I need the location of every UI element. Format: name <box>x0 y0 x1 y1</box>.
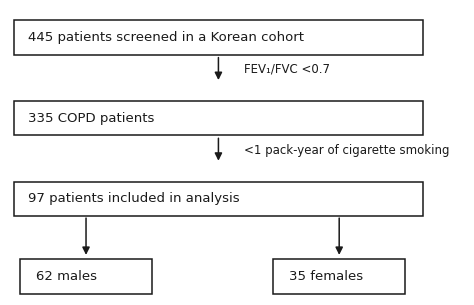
Text: 445 patients screened in a Korean cohort: 445 patients screened in a Korean cohort <box>28 31 304 44</box>
Bar <box>14 182 423 216</box>
Text: 62 males: 62 males <box>36 270 97 283</box>
Bar <box>20 259 152 294</box>
Text: <1 pack-year of cigarette smoking: <1 pack-year of cigarette smoking <box>244 144 449 156</box>
Bar <box>14 101 423 135</box>
Text: 97 patients included in analysis: 97 patients included in analysis <box>28 192 239 205</box>
Bar <box>14 20 423 55</box>
Text: FEV₁/FVC <0.7: FEV₁/FVC <0.7 <box>244 63 330 76</box>
Text: 335 COPD patients: 335 COPD patients <box>28 112 155 125</box>
Text: 35 females: 35 females <box>289 270 364 283</box>
Bar <box>273 259 405 294</box>
